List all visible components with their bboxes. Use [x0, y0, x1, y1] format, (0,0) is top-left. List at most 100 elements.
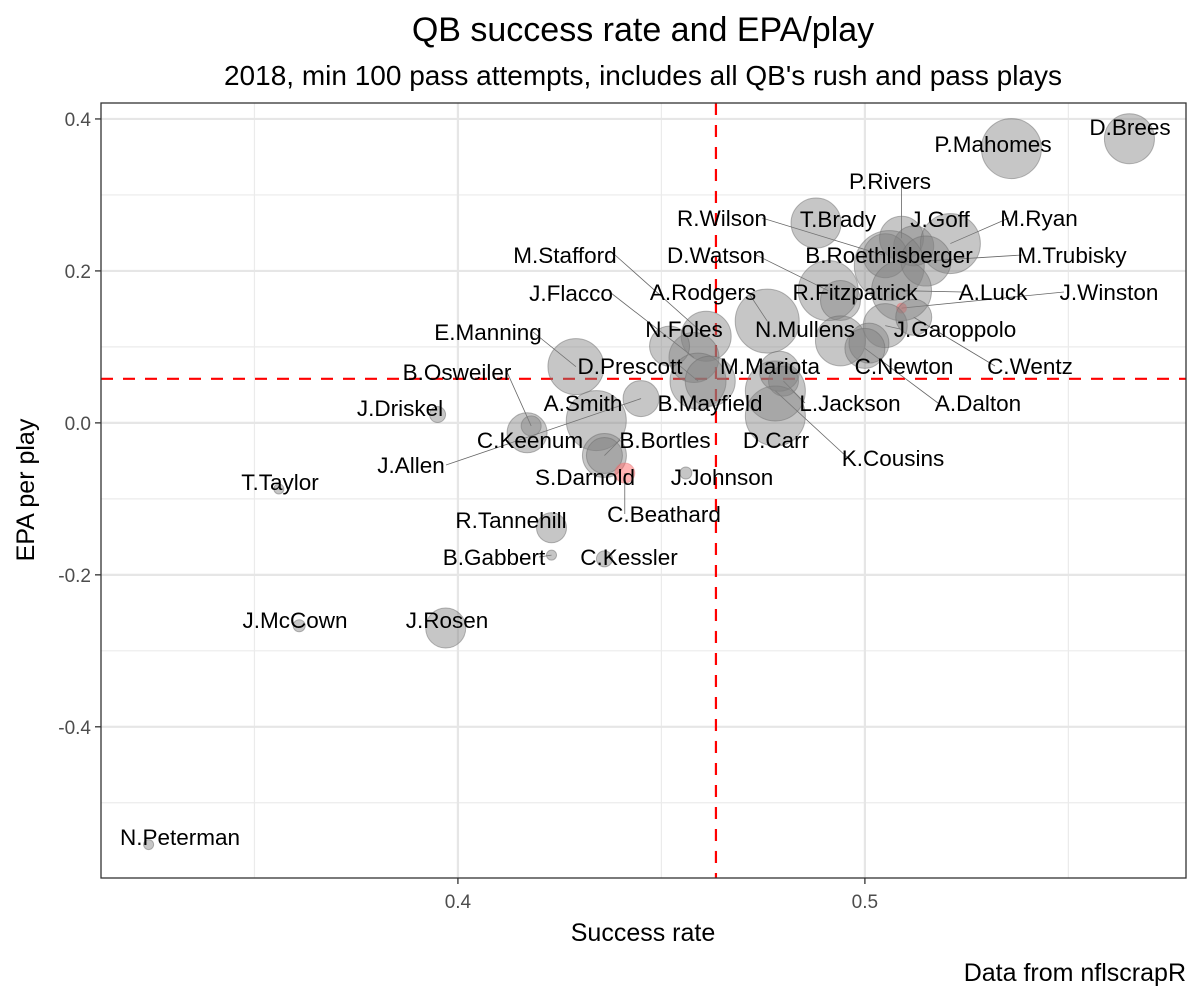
- point-label: L.Jackson: [799, 391, 900, 416]
- point: [853, 230, 925, 302]
- point-label: J.Goff: [910, 207, 970, 232]
- point-label: J.Flacco: [529, 281, 613, 306]
- point: [546, 549, 558, 561]
- point-label: D.Carr: [743, 428, 810, 453]
- point-label: J.Johnson: [671, 465, 774, 490]
- point-label: J.Winston: [1060, 280, 1159, 305]
- point-label: N.Peterman: [120, 825, 240, 850]
- point-label: S.Darnold: [535, 465, 635, 490]
- point: [814, 315, 866, 367]
- points: [143, 113, 1155, 851]
- x-tick-label: 0.4: [445, 892, 472, 913]
- point-label: A.Rodgers: [650, 280, 756, 305]
- point: [980, 118, 1042, 180]
- point-label: C.Wentz: [987, 354, 1073, 379]
- leader-line: [761, 217, 886, 257]
- point: [768, 365, 799, 397]
- point: [669, 352, 727, 410]
- point: [819, 280, 861, 322]
- point-label: J.Allen: [377, 453, 445, 478]
- point-label: R.Tannehill: [455, 508, 566, 533]
- point: [581, 433, 627, 479]
- point: [520, 415, 542, 437]
- y-tick-label: -0.2: [58, 566, 91, 587]
- point: [844, 327, 886, 369]
- point-label: M.Stafford: [513, 243, 616, 268]
- point-label: D.Brees: [1089, 115, 1170, 140]
- point-label: C.Keenum: [477, 428, 583, 453]
- chart-subtitle: 2018, min 100 pass attempts, includes al…: [224, 60, 1062, 91]
- point: [429, 406, 447, 424]
- point: [919, 213, 981, 275]
- point: [547, 338, 605, 396]
- point-label: M.Trubisky: [1017, 243, 1127, 268]
- point: [585, 437, 623, 475]
- point-label: P.Rivers: [849, 169, 931, 194]
- point-label: B.Bortles: [619, 428, 710, 453]
- point: [895, 298, 933, 336]
- point: [744, 360, 806, 422]
- chart-title: QB success rate and EPA/play: [412, 11, 874, 49]
- point: [896, 302, 908, 314]
- point-label: C.Newton: [855, 354, 954, 379]
- leader-line: [679, 365, 699, 382]
- point: [734, 288, 800, 354]
- point: [848, 322, 890, 364]
- point-label: R.Wilson: [677, 206, 767, 231]
- point-label: C.Beathard: [607, 502, 721, 527]
- point-label: J.Driskel: [357, 396, 443, 421]
- x-axis-label: Success rate: [571, 919, 716, 947]
- leader-line: [775, 390, 849, 459]
- point: [862, 233, 908, 279]
- point: [744, 385, 806, 447]
- point-label: P.Mahomes: [934, 132, 1051, 157]
- leader-line: [614, 254, 707, 337]
- point-label: A.Smith: [544, 391, 623, 416]
- leader-line: [864, 348, 939, 404]
- point-label: A.Dalton: [935, 391, 1021, 416]
- y-tick-label: 0.2: [65, 262, 91, 283]
- point-label: J.Rosen: [406, 608, 489, 633]
- point-label: B.Roethlisberger: [805, 243, 973, 268]
- point-label: J.McCown: [242, 608, 347, 633]
- point-label: D.Watson: [667, 243, 765, 268]
- leader-line: [950, 217, 1010, 244]
- point-label: E.Manning: [434, 320, 542, 345]
- leader-line: [901, 291, 1065, 309]
- point: [565, 390, 627, 452]
- y-tick-label: -0.4: [58, 718, 91, 739]
- point: [292, 619, 306, 633]
- y-tick-label: 0.0: [65, 414, 91, 435]
- point-label: A.Luck: [959, 280, 1029, 305]
- leader-line: [901, 290, 964, 293]
- point-label: B.Mayfield: [657, 391, 762, 416]
- point: [790, 197, 842, 249]
- point-label: R.Fitzpatrick: [792, 280, 918, 305]
- leader-line: [885, 325, 901, 330]
- point-label: M.Ryan: [1000, 206, 1078, 231]
- reference-lines: [101, 103, 1186, 878]
- x-tick-label: 0.5: [852, 892, 878, 913]
- point-label: D.Prescott: [577, 354, 683, 379]
- caption: Data from nflscrapR: [964, 959, 1186, 987]
- point-label: T.Brady: [800, 207, 877, 232]
- plot-border: [100, 102, 1187, 879]
- leader-line: [925, 254, 1023, 262]
- y-tick-label: 0.4: [65, 110, 92, 131]
- leader-line: [755, 254, 829, 292]
- leader-line: [913, 316, 996, 367]
- point-label: B.Osweiler: [403, 360, 512, 385]
- leader-line: [747, 291, 768, 322]
- point: [614, 462, 636, 484]
- point: [684, 355, 736, 407]
- point-label: M.Mariota: [720, 354, 821, 379]
- y-axis-label: EPA per play: [12, 418, 40, 561]
- point-label: B.Gabbert: [443, 545, 546, 570]
- point: [506, 412, 548, 454]
- point-label: N.Mullens: [755, 317, 855, 342]
- point: [595, 550, 613, 568]
- leader-line: [610, 292, 695, 358]
